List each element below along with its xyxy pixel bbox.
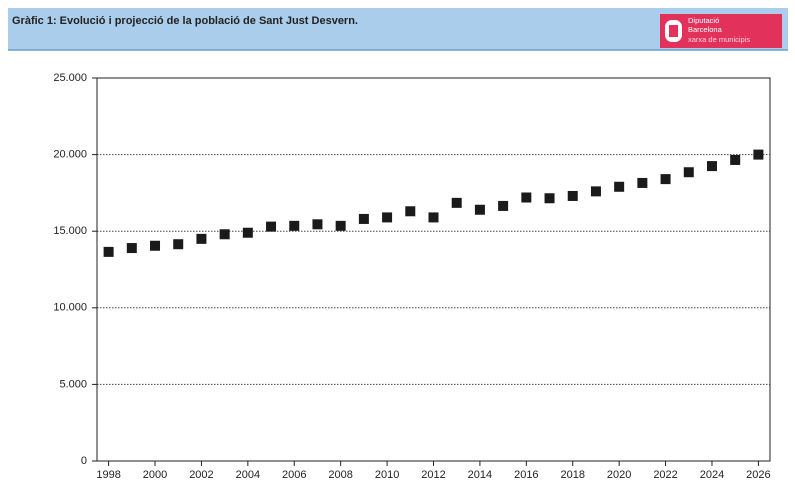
x-tick-label: 1998 bbox=[96, 469, 120, 480]
marker bbox=[382, 212, 393, 223]
x-tick-label: 2016 bbox=[514, 469, 538, 480]
marker bbox=[126, 243, 137, 254]
marker bbox=[405, 206, 416, 217]
y-tick-label: 15.000 bbox=[53, 225, 87, 237]
x-tick-label: 2024 bbox=[700, 469, 724, 480]
marker bbox=[312, 219, 323, 230]
marker bbox=[544, 193, 555, 204]
marker bbox=[683, 167, 694, 178]
marker bbox=[614, 181, 625, 192]
marker bbox=[335, 220, 346, 231]
x-tick-label: 2018 bbox=[560, 469, 584, 480]
marker bbox=[498, 200, 509, 211]
marker bbox=[660, 174, 671, 185]
marker bbox=[103, 246, 114, 257]
marker bbox=[753, 149, 764, 160]
logo-text: Barcelona bbox=[688, 25, 723, 34]
marker bbox=[590, 186, 601, 197]
x-tick-label: 2002 bbox=[189, 469, 213, 480]
y-tick-label: 0 bbox=[81, 455, 87, 467]
x-tick-label: 2012 bbox=[421, 469, 445, 480]
marker bbox=[730, 154, 741, 165]
x-tick-label: 2014 bbox=[468, 469, 492, 480]
marker bbox=[358, 213, 369, 224]
marker bbox=[521, 192, 532, 203]
x-tick-label: 2010 bbox=[375, 469, 399, 480]
marker bbox=[706, 161, 717, 172]
marker bbox=[428, 212, 439, 223]
marker bbox=[451, 197, 462, 208]
logo-icon-inner bbox=[669, 25, 678, 37]
marker bbox=[567, 190, 578, 201]
marker bbox=[196, 233, 207, 244]
x-tick-label: 2020 bbox=[607, 469, 631, 480]
y-tick-label: 5.000 bbox=[59, 378, 87, 390]
y-tick-label: 25.000 bbox=[53, 72, 87, 84]
marker bbox=[242, 227, 253, 238]
marker bbox=[474, 204, 485, 215]
marker bbox=[289, 220, 300, 231]
plot-frame bbox=[96, 77, 771, 462]
logo-text: Diputació bbox=[688, 16, 719, 25]
marker bbox=[637, 177, 648, 188]
x-tick-label: 2008 bbox=[328, 469, 352, 480]
x-tick-label: 2022 bbox=[653, 469, 677, 480]
logo-text: xarxa de municipis bbox=[688, 35, 750, 44]
marker bbox=[266, 221, 277, 232]
y-tick-label: 10.000 bbox=[53, 302, 87, 314]
x-tick-label: 2026 bbox=[746, 469, 770, 480]
marker bbox=[150, 240, 161, 251]
header-band bbox=[8, 8, 788, 50]
chart-title: Gràfic 1: Evolució i projecció de la pob… bbox=[12, 15, 358, 27]
x-tick-label: 2006 bbox=[282, 469, 306, 480]
y-tick-label: 20.000 bbox=[53, 149, 87, 161]
marker bbox=[173, 239, 184, 250]
marker bbox=[219, 229, 230, 240]
x-tick-label: 2000 bbox=[143, 469, 167, 480]
x-tick-label: 2004 bbox=[236, 469, 260, 480]
